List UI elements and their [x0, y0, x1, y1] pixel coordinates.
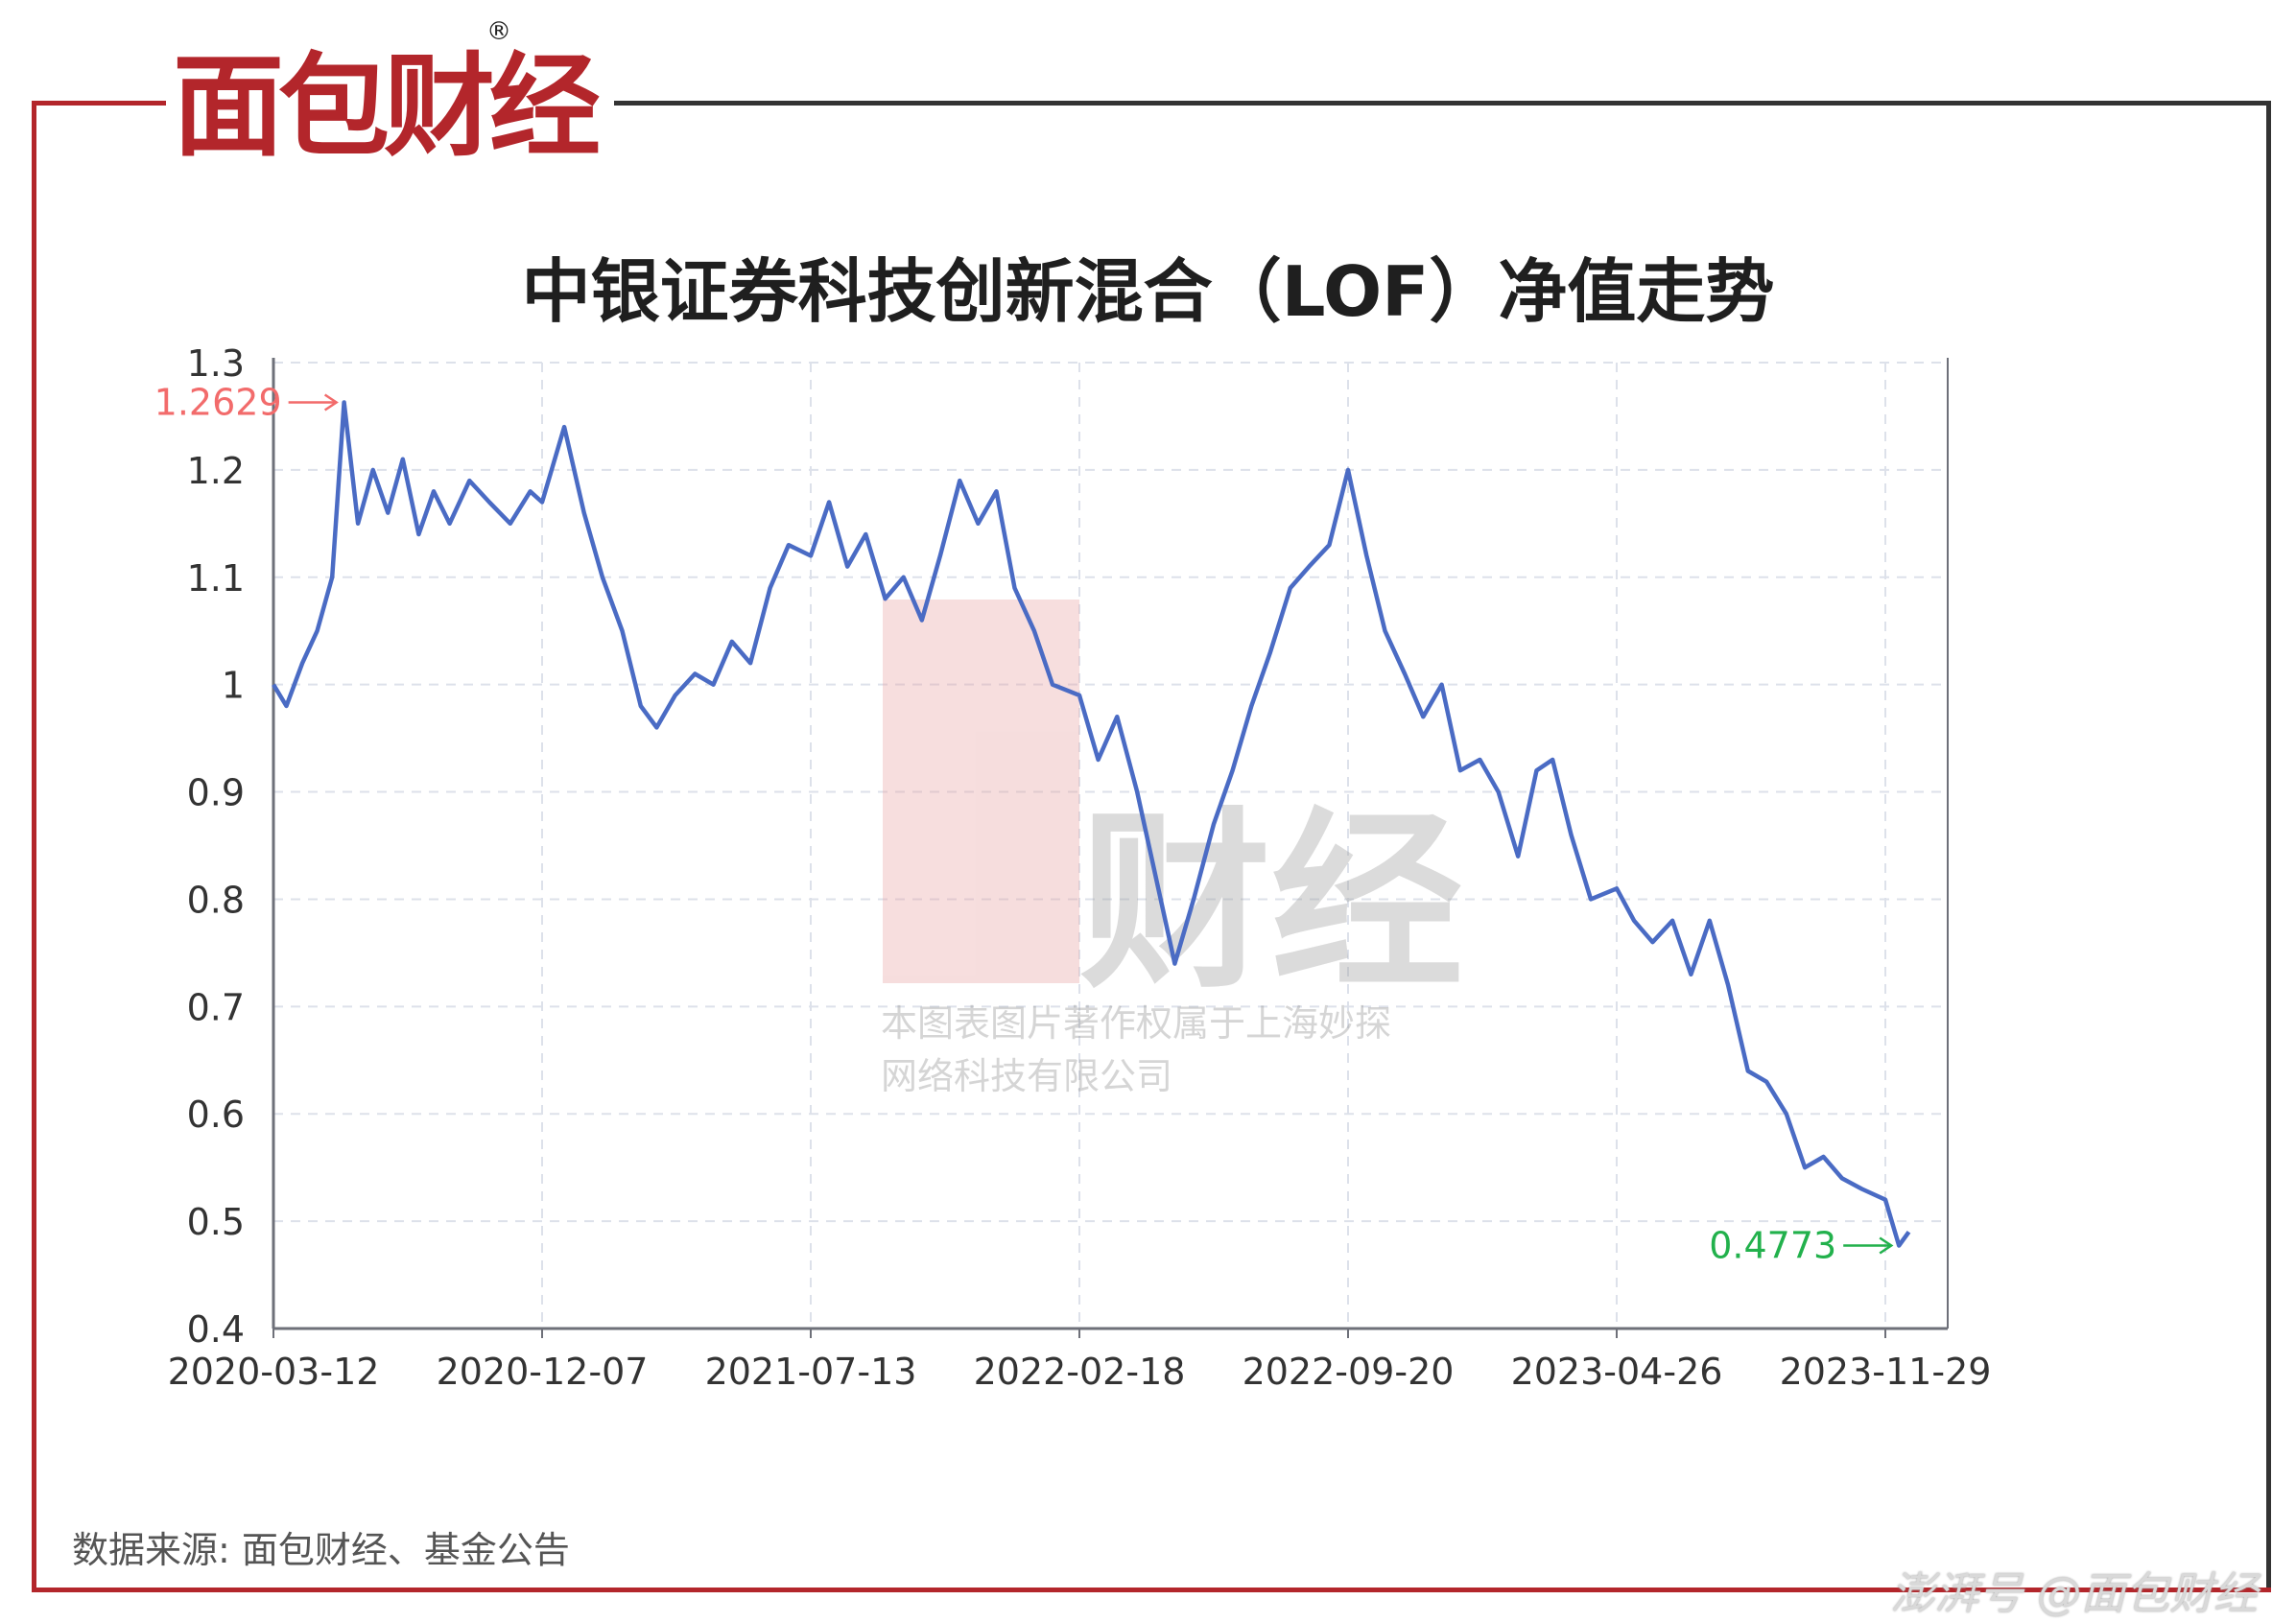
frame-bottom-border: [32, 1588, 2271, 1592]
x-tick-label-6: 2023-11-29: [1780, 1351, 1992, 1393]
y-tick-label-0: 0.4: [187, 1308, 245, 1351]
watermark-line2: 网络科技有限公司: [881, 1055, 1172, 1097]
brand-logo-text: 面包财经: [173, 42, 601, 172]
x-tick-label-5: 2023-04-26: [1511, 1351, 1723, 1393]
y-tick-label-6: 1: [222, 665, 245, 707]
brand-logo: 面包财经: [173, 38, 601, 172]
x-tick-labels: 2020-03-12 2020-12-07 2021-07-13 2022-02-18…: [168, 1351, 1992, 1393]
watermark-line1: 本图表图片著作权属于上海妙探: [881, 1002, 1391, 1045]
y-tick-label-7: 1.1: [187, 557, 245, 600]
data-source: 数据来源: 面包财经、基金公告: [72, 1529, 570, 1571]
frame-left-border: [32, 101, 36, 1592]
nav-series-line: [272, 400, 1911, 1248]
max-value-label: 1.2629: [154, 382, 282, 424]
chart-title: 中银证券科技创新混合（LOF）净值走势: [521, 251, 1775, 332]
x-tick-label-3: 2022-02-18: [974, 1351, 1186, 1393]
watermark: 财经 本图表图片著作权属于上海妙探 网络科技有限公司: [881, 600, 1463, 1097]
max-value-arrowhead: [323, 393, 339, 412]
latest-value-arrowhead: [1879, 1236, 1894, 1255]
x-tick-label-1: 2020-12-07: [437, 1351, 649, 1393]
registered-mark: ®: [486, 17, 511, 46]
y-tick-label-9: 1.3: [187, 342, 245, 385]
watermark-logo-text: 财经: [1079, 791, 1463, 1015]
y-tick-label-8: 1.2: [187, 450, 245, 492]
y-tick-label-3: 0.7: [187, 986, 245, 1028]
y-tick-label-1: 0.5: [187, 1201, 245, 1243]
frame-top-right-border: [614, 101, 2271, 106]
x-tick-label-0: 2020-03-12: [168, 1351, 380, 1393]
x-tick-label-4: 2022-09-20: [1243, 1351, 1455, 1393]
axes: [272, 358, 1949, 1338]
publisher-credit: 澎湃号 @面包财经: [1890, 1567, 2258, 1619]
frame-top-left-border: [32, 101, 166, 106]
y-tick-label-5: 0.9: [187, 772, 245, 814]
annotations: 1.2629 0.4773: [154, 382, 1894, 1267]
y-tick-label-4: 0.8: [187, 879, 245, 921]
watermark-logo-block: [883, 600, 1079, 983]
y-tick-label-2: 0.6: [187, 1094, 245, 1136]
latest-value-label: 0.4773: [1709, 1225, 1836, 1267]
y-tick-labels: 0.4 0.5 0.6 0.7 0.8 0.9 1 1.1 1.2 1.3: [187, 342, 245, 1351]
x-tick-label-2: 2021-07-13: [705, 1351, 917, 1393]
frame-right-border: [2266, 101, 2271, 1592]
